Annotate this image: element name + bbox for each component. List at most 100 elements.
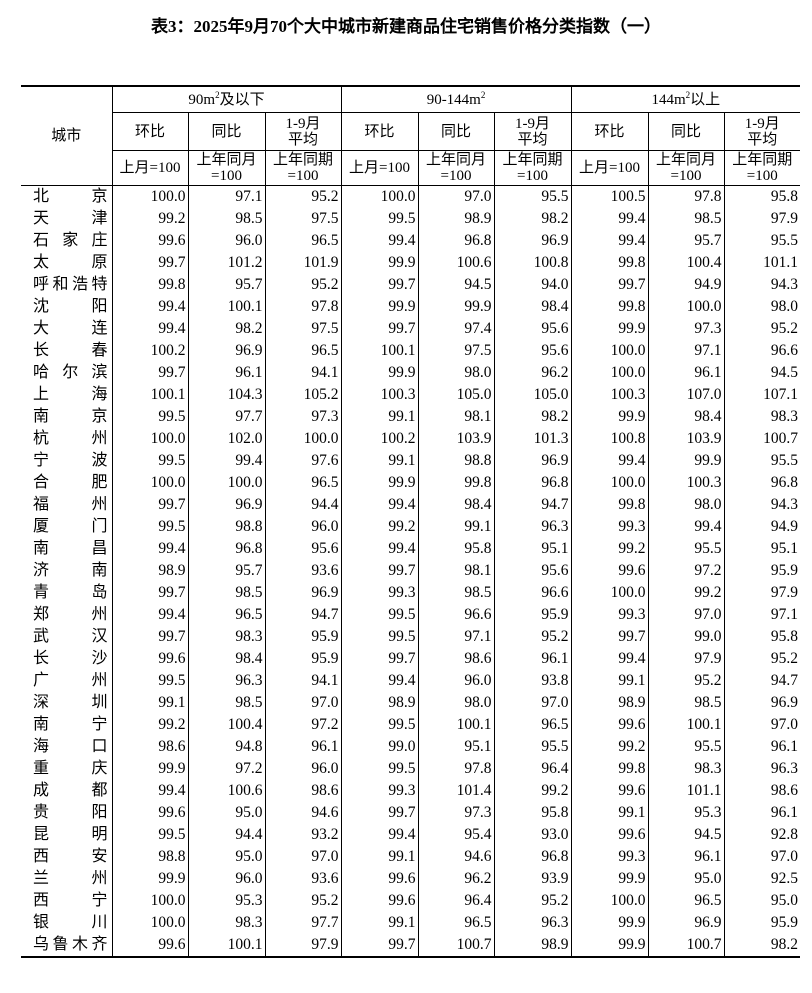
- index-value: 99.8: [570, 252, 649, 274]
- index-value: 99.5: [111, 450, 188, 472]
- metric-header: 同比: [187, 112, 266, 151]
- index-value: 99.8: [111, 274, 188, 296]
- index-value: 97.3: [647, 318, 725, 340]
- city-name: 宁波: [33, 452, 108, 469]
- city-name: 合肥: [33, 474, 108, 491]
- index-value: 98.0: [647, 494, 725, 516]
- table-row: 贵阳 99.6 95.0 94.6 99.7 97.3 95.8 99.1 95.3 96.1: [21, 802, 801, 824]
- index-value: 100.7: [723, 428, 801, 450]
- index-value: 100.0: [111, 890, 188, 912]
- city-name: 贵阳: [33, 804, 108, 821]
- index-value: 93.8: [493, 670, 572, 692]
- index-value: 105.0: [493, 384, 572, 406]
- index-value: 99.3: [340, 780, 419, 802]
- index-value: 94.6: [264, 802, 342, 824]
- index-value: 94.4: [264, 494, 342, 516]
- index-value: 96.9: [493, 230, 572, 252]
- index-value: 99.7: [340, 274, 419, 296]
- table-row: 青岛 99.7 98.5 96.9 99.3 98.5 96.6 100.0 99.2 97.9: [21, 582, 801, 604]
- index-value: 98.2: [493, 208, 572, 230]
- index-value: 95.0: [723, 890, 801, 912]
- index-value: 97.7: [187, 406, 265, 428]
- page-title: 表3：2025年9月70个大中城市新建商品住宅销售价格分类指数（一）: [151, 17, 661, 36]
- index-value: 95.8: [417, 538, 495, 560]
- table-row: 长春 100.2 96.9 96.5 100.1 97.5 95.6 100.0 97.1 96.…: [21, 340, 801, 362]
- index-value: 100.3: [340, 384, 419, 406]
- index-value: 97.0: [647, 604, 725, 626]
- index-value: 99.7: [340, 934, 419, 957]
- index-value: 96.1: [723, 736, 801, 758]
- index-value: 98.4: [417, 494, 495, 516]
- index-value: 100.0: [264, 428, 342, 450]
- index-value: 101.3: [493, 428, 572, 450]
- index-value: 95.2: [493, 890, 572, 912]
- index-value: 99.3: [570, 516, 649, 538]
- base-line1: 上年同期: [273, 152, 334, 168]
- index-value: 95.4: [417, 824, 495, 846]
- city-header: 城市: [21, 85, 113, 186]
- index-value: 100.1: [187, 934, 265, 957]
- city-name: 海口: [33, 738, 108, 755]
- index-value: 99.6: [340, 890, 419, 912]
- metric-line1: 环比: [134, 123, 165, 140]
- index-value: 96.6: [417, 604, 495, 626]
- index-value: 94.9: [647, 274, 725, 296]
- index-value: 95.7: [187, 274, 265, 296]
- index-value: 95.6: [493, 560, 572, 582]
- index-value: 100.5: [570, 185, 649, 208]
- index-value: 99.5: [111, 406, 188, 428]
- index-value: 96.2: [417, 868, 495, 890]
- index-value: 100.0: [570, 472, 649, 494]
- index-value: 93.0: [493, 824, 572, 846]
- city-name: 济南: [33, 562, 108, 579]
- index-value: 99.9: [340, 296, 419, 318]
- index-value: 99.9: [340, 472, 419, 494]
- table-row: 天津 99.2 98.5 97.5 99.5 98.9 98.2 99.4 98.5 97.9: [21, 208, 801, 230]
- index-value: 99.7: [111, 252, 188, 274]
- table-row: 深圳 99.1 98.5 97.0 98.9 98.0 97.0 98.9 98.5 96.9: [21, 692, 801, 714]
- index-value: 99.3: [340, 582, 419, 604]
- index-value: 96.0: [187, 868, 265, 890]
- index-value: 98.3: [187, 626, 265, 648]
- index-value: 96.3: [493, 912, 572, 934]
- index-value: 97.8: [264, 296, 342, 318]
- index-value: 99.7: [570, 626, 649, 648]
- group-base: 90-144m: [426, 91, 481, 108]
- index-value: 100.8: [493, 252, 572, 274]
- index-value: 99.4: [111, 318, 188, 340]
- index-value: 100.1: [340, 340, 419, 362]
- index-value: 101.9: [264, 252, 342, 274]
- index-value: 97.0: [264, 846, 342, 868]
- index-value: 98.6: [417, 648, 495, 670]
- base-line1: 上年同期: [502, 152, 563, 168]
- table-row: 兰州 99.9 96.0 93.6 99.6 96.2 93.9 99.9 95.0 92.5: [21, 868, 801, 890]
- index-value: 97.0: [723, 846, 801, 868]
- index-value: 97.4: [417, 318, 495, 340]
- index-value: 95.2: [264, 890, 342, 912]
- index-value: 95.9: [264, 626, 342, 648]
- index-value: 94.7: [264, 604, 342, 626]
- table-row: 呼和浩特 99.8 95.7 95.2 99.7 94.5 94.0 99.7 94.9 94.3: [21, 274, 801, 296]
- index-value: 100.0: [111, 428, 188, 450]
- base-header: 上年同月 =100: [417, 150, 495, 186]
- index-value: 99.7: [111, 582, 188, 604]
- index-value: 99.9: [340, 252, 419, 274]
- index-value: 94.6: [417, 846, 495, 868]
- index-value: 99.2: [340, 516, 419, 538]
- index-value: 96.4: [493, 758, 572, 780]
- index-value: 107.0: [647, 384, 725, 406]
- index-value: 96.0: [417, 670, 495, 692]
- base-line2: =100: [670, 168, 702, 184]
- base-line1: 上月=100: [579, 160, 641, 176]
- city-name: 呼和浩特: [33, 276, 108, 293]
- index-value: 96.4: [417, 890, 495, 912]
- index-value: 98.3: [187, 912, 265, 934]
- index-value: 98.4: [187, 648, 265, 670]
- index-value: 95.9: [723, 560, 801, 582]
- index-value: 96.0: [264, 758, 342, 780]
- base-header: 上年同月 =100: [647, 150, 725, 186]
- base-header: 上年同期 =100: [723, 150, 801, 186]
- table-row: 南昌 99.4 96.8 95.6 99.4 95.8 95.1 99.2 95.5 95.1: [21, 538, 801, 560]
- index-value: 99.9: [111, 868, 188, 890]
- metric-header: 1-9月 平均: [723, 112, 801, 151]
